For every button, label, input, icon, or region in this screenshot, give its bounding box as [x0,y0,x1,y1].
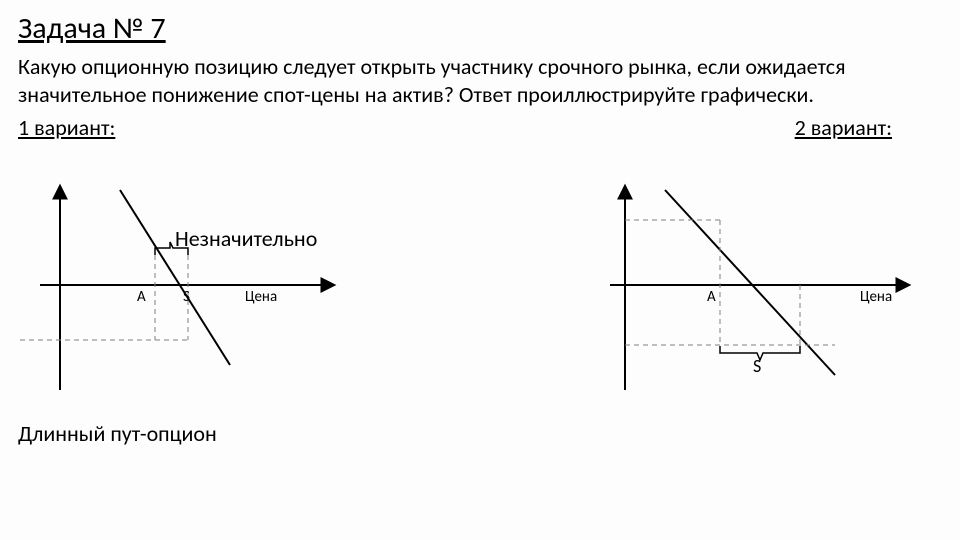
chart-2: A S Цена [605,190,925,390]
chart2-diagonal [665,190,835,375]
chart1-axis-label: Цена [245,288,277,306]
chart2-letter-s: S [753,355,761,377]
chart1-letter-a: A [137,288,146,306]
chart1-annotation: Незначительно [175,225,317,252]
variant2-label: 2 вариант: [795,114,892,141]
chart2-axis-label: Цена [860,288,892,306]
answer-caption: Длинный пут-опцион [18,420,217,447]
variants-row: 1 вариант: 2 вариант: [18,114,942,141]
chart2-letter-a: A [707,288,716,306]
variant1-label: 1 вариант: [18,114,115,141]
chart-1: Незначительно A S Цена [20,190,340,390]
task-question: Какую опционную позицию следует открыть … [18,53,942,108]
chart1-letter-s: S [183,288,190,306]
chart1-diagonal [120,190,230,365]
chart-1-svg [20,190,340,390]
task-title: Задача № 7 [18,10,942,47]
